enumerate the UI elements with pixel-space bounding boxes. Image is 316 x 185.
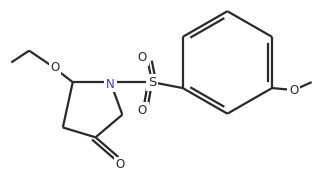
Text: O: O (116, 158, 125, 171)
Text: S: S (148, 76, 156, 89)
Text: O: O (137, 51, 147, 64)
Text: O: O (289, 84, 298, 97)
Text: N: N (106, 78, 115, 91)
Text: O: O (50, 61, 59, 74)
Text: O: O (137, 104, 147, 117)
